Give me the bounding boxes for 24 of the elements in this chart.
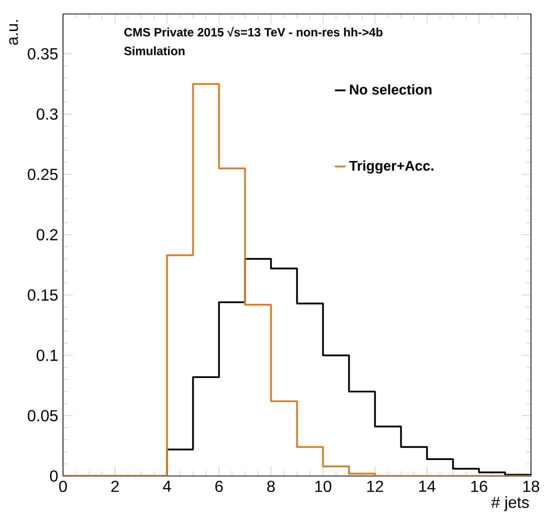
x-tick-label: 0: [59, 480, 67, 492]
y-tick-label: 0.3: [36, 108, 58, 120]
x-tick-label: 14: [419, 480, 436, 492]
text: Simulation: [124, 46, 184, 56]
x-tick-label: 4: [162, 480, 171, 492]
x-tick-label: 8: [267, 480, 275, 492]
y-tick-label: 0.2: [36, 229, 58, 240]
x-tick-label: 16: [471, 480, 488, 492]
x-tick-label: 2: [111, 480, 119, 492]
x-tick-label: 6: [215, 480, 223, 492]
text: CMS Private 2015 √s=13 TeV - non-res hh->4b: [124, 26, 382, 37]
x-tick-label: 10: [315, 480, 332, 492]
x-axis-title: # jets: [491, 496, 529, 512]
y-tick-label: 0.1: [36, 350, 58, 362]
y-tick-label: 0.25: [28, 168, 58, 180]
y-tick-label: 0.15: [28, 289, 58, 301]
y-axis-title: a.u.: [9, 20, 18, 45]
x-tick-label: 12: [367, 480, 384, 492]
legend-label: No selection: [350, 84, 432, 95]
legend-label: Trigger+Acc.: [349, 160, 434, 174]
y-tick-label: 0.05: [28, 410, 58, 422]
y-tick-label: 0: [50, 470, 58, 482]
y-tick-label: 0.35: [28, 48, 58, 60]
x-tick-label: 18: [523, 480, 540, 492]
